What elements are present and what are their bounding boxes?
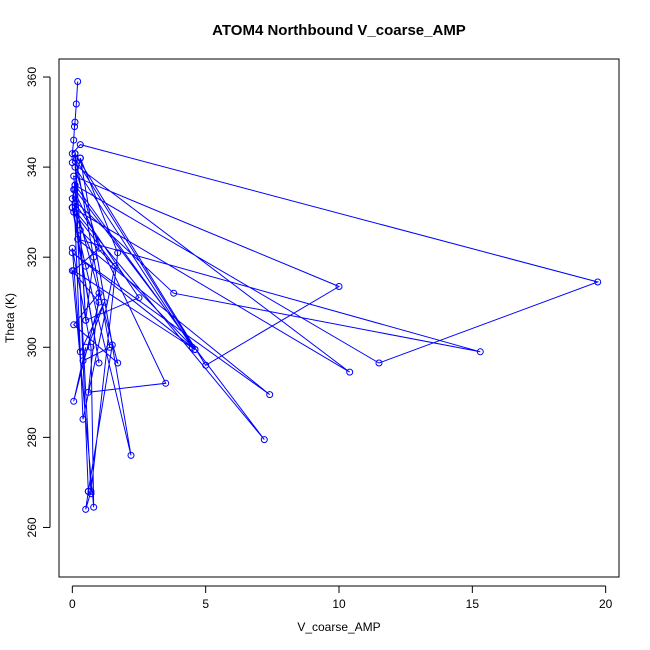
- data-point: [476, 348, 484, 356]
- data-point: [71, 163, 79, 171]
- plot-frame: [58, 58, 620, 578]
- data-point: [82, 262, 90, 270]
- data-point: [71, 150, 79, 158]
- data-point: [68, 244, 76, 252]
- series-layer: [68, 78, 602, 513]
- data-point: [202, 361, 210, 369]
- data-point: [95, 244, 103, 252]
- data-point: [266, 391, 274, 399]
- data-point: [74, 78, 82, 85]
- x-axis: 0 5 10 15 20: [69, 585, 613, 611]
- y-tick-label: 320: [25, 247, 39, 267]
- data-point: [70, 136, 78, 144]
- data-point: [162, 379, 170, 387]
- data-point: [70, 172, 78, 180]
- data-point: [114, 359, 122, 367]
- data-point: [71, 123, 78, 131]
- data-point: [79, 357, 87, 365]
- data-point: [90, 253, 98, 261]
- data-point: [127, 451, 135, 459]
- data-point: [71, 154, 79, 162]
- y-tick-label: 280: [25, 427, 39, 447]
- data-point: [68, 249, 76, 257]
- data-point: [87, 343, 95, 351]
- data-point: [90, 503, 98, 511]
- data-point: [68, 204, 76, 212]
- data-point: [170, 289, 178, 297]
- data-point: [70, 321, 78, 329]
- data-point: [114, 249, 122, 257]
- chart-title: ATOM4 Northbound V_coarse_AMP: [212, 22, 466, 39]
- x-tick-label: 10: [332, 597, 346, 611]
- data-point: [76, 348, 84, 356]
- data-point: [74, 235, 82, 243]
- data-point: [82, 316, 90, 324]
- data-point: [84, 388, 92, 396]
- data-point: [346, 368, 354, 376]
- data-point: [70, 186, 78, 194]
- x-tick-label: 5: [202, 597, 209, 611]
- data-point: [594, 278, 602, 286]
- x-tick-label: 15: [466, 597, 480, 611]
- data-point: [72, 100, 80, 108]
- y-tick-label: 260: [25, 517, 39, 537]
- y-axis: 260 280 300 320 340 360: [25, 67, 51, 537]
- x-axis-label: V_coarse_AMP: [297, 620, 380, 634]
- data-point: [68, 267, 76, 275]
- data-point: [111, 262, 119, 270]
- data-point: [76, 226, 84, 234]
- data-point: [70, 208, 78, 216]
- data-point: [100, 298, 108, 306]
- data-point: [191, 346, 199, 353]
- data-point: [260, 436, 268, 444]
- data-point: [135, 294, 143, 302]
- data-point: [106, 343, 114, 351]
- y-tick-label: 340: [25, 157, 39, 177]
- data-point: [70, 397, 78, 405]
- series-line: [71, 81, 600, 510]
- data-point: [82, 505, 90, 513]
- data-point: [82, 343, 90, 351]
- y-tick-label: 300: [25, 337, 39, 357]
- y-axis-label: Theta (K): [3, 293, 17, 343]
- data-point: [71, 118, 79, 126]
- data-point: [76, 141, 84, 149]
- data-point: [375, 359, 383, 367]
- data-point: [87, 490, 95, 498]
- x-tick-label: 20: [599, 597, 613, 611]
- data-point: [335, 283, 343, 290]
- data-point: [95, 289, 103, 297]
- data-point: [95, 359, 103, 367]
- data-point: [71, 181, 79, 189]
- x-tick-label: 0: [69, 597, 76, 611]
- data-point: [87, 487, 95, 495]
- y-tick-label: 360: [25, 67, 39, 87]
- data-point: [79, 415, 87, 423]
- data-point: [95, 298, 103, 306]
- data-point: [76, 154, 84, 162]
